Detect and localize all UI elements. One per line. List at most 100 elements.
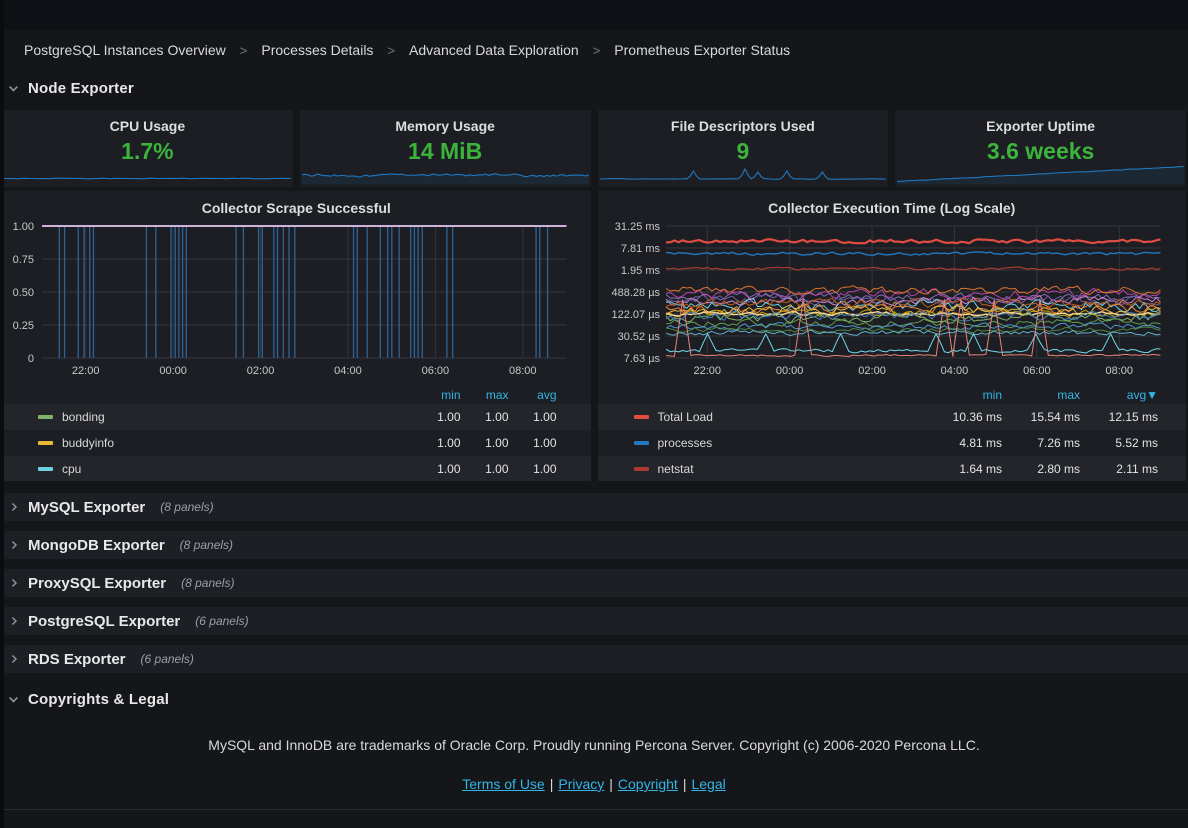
legend-row: cpu 1.00 1.00 1.00 (2, 456, 591, 481)
svg-text:08:00: 08:00 (509, 365, 537, 377)
stat-sparkline (301, 173, 589, 184)
breadcrumb-item[interactable]: Advanced Data Exploration (409, 42, 579, 58)
breadcrumb-separator-icon: > (239, 42, 248, 58)
stat-panels-row: CPU Usage 1.7% Memory Usage 14 MiB File … (2, 110, 1186, 187)
legend-value-max: 15.54 ms (1030, 410, 1080, 424)
chevron-right-icon (9, 540, 19, 550)
time-series-chart[interactable]: 22:00 00:00 02:00 04:00 06:00 08:00 1.00 0.75 0.… (2, 218, 591, 380)
stat-panel: CPU Usage 1.7% (2, 110, 293, 187)
stat-sparkline (599, 167, 887, 180)
stat-panel-title[interactable]: File Descriptors Used (670, 118, 815, 134)
chevron-right-icon (9, 502, 19, 512)
legend-sort-header-min[interactable]: min (441, 388, 461, 402)
left-edge-strip (0, 0, 4, 828)
legend-sort-header-max[interactable]: max (1057, 388, 1080, 402)
svg-text:08:00: 08:00 (1105, 365, 1133, 377)
legend-sort-header-max[interactable]: max (485, 388, 509, 402)
svg-text:7.63 µs: 7.63 µs (623, 353, 660, 365)
stat-value: 3.6 weeks (986, 138, 1095, 164)
legend-row: netstat 1.64 ms 2.80 ms 2.11 ms (598, 456, 1187, 481)
dashboard-row-collapsed[interactable]: RDS Exporter (6 panels) (0, 645, 1188, 673)
legend-sort-header-avg[interactable]: avg▼ (1126, 388, 1158, 402)
dashboard-row-collapsed[interactable]: ProxySQL Exporter (8 panels) (0, 569, 1188, 597)
legal-link[interactable]: Terms of Use (462, 776, 545, 792)
legal-link[interactable]: Legal (691, 776, 726, 792)
series-color-swatch-icon (38, 441, 53, 445)
graph-panel-title[interactable]: Collector Execution Time (Log Scale) (768, 200, 1016, 216)
legal-link[interactable]: Copyright (617, 776, 678, 792)
stat-sparkline (897, 165, 1184, 184)
stat-panel-title[interactable]: Memory Usage (395, 118, 495, 134)
svg-text:22:00: 22:00 (693, 365, 721, 377)
legend-value-min: 1.64 ms (959, 462, 1002, 476)
chevron-right-icon (9, 654, 19, 664)
series-color-swatch-icon (38, 415, 53, 419)
svg-text:06:00: 06:00 (422, 365, 450, 377)
svg-text:0.25: 0.25 (13, 320, 34, 332)
series-label[interactable]: cpu (62, 462, 82, 476)
row-panel-count: (6 panels) (195, 614, 249, 628)
series-label[interactable]: Total Load (657, 410, 713, 424)
series-label[interactable]: buddyinfo (62, 436, 115, 450)
stat-value: 9 (736, 138, 750, 164)
legend-value-min: 4.81 ms (959, 436, 1002, 450)
legend-value-avg: 1.00 (533, 436, 557, 450)
chevron-down-icon (8, 83, 19, 94)
bottom-divider (0, 809, 1188, 810)
legend-value-avg: 1.00 (533, 410, 557, 424)
row-title: RDS Exporter (28, 650, 126, 668)
graph-panel-title[interactable]: Collector Scrape Successful (201, 200, 391, 216)
dashboard-row-collapsed[interactable]: MySQL Exporter (8 panels) (0, 493, 1188, 521)
legend-header: min max avg▼ (598, 386, 1187, 404)
breadcrumb-item[interactable]: PostgreSQL Instances Overview (24, 42, 226, 58)
breadcrumb: PostgreSQL Instances Overview > Processes … (0, 30, 1188, 70)
legend-value-max: 1.00 (485, 410, 509, 424)
svg-text:22:00: 22:00 (72, 365, 100, 377)
svg-text:0.75: 0.75 (13, 254, 34, 266)
section-title: Copyrights & Legal (28, 690, 170, 708)
legend-value-avg: 1.00 (533, 462, 557, 476)
legend-value-min: 1.00 (437, 410, 461, 424)
chevron-right-icon (9, 578, 19, 588)
series-color-swatch-icon (633, 441, 649, 445)
row-panel-count: (6 panels) (140, 652, 194, 666)
series-label[interactable]: bonding (62, 410, 105, 424)
row-panel-count: (8 panels) (179, 538, 234, 552)
legend-sort-header-min[interactable]: min (982, 388, 1002, 402)
legend-sort-header-avg[interactable]: avg (537, 388, 557, 402)
svg-text:30.52 µs: 30.52 µs (617, 331, 660, 343)
legend-value-max: 2.80 ms (1037, 462, 1080, 476)
row-title: PostgreSQL Exporter (28, 612, 181, 630)
graph-panels-row: Collector Scrape Successful 22:00 00:00 02… (2, 191, 1186, 481)
series-label[interactable]: netstat (657, 462, 694, 476)
legend-value-max: 1.00 (485, 462, 509, 476)
svg-text:02:00: 02:00 (858, 365, 886, 377)
row-panel-count: (8 panels) (160, 500, 214, 514)
legal-link[interactable]: Privacy (558, 776, 605, 792)
link-separator: | (549, 776, 554, 792)
stat-panel-title[interactable]: Exporter Uptime (986, 118, 1096, 134)
breadcrumb-item[interactable]: Prometheus Exporter Status (614, 42, 791, 58)
stat-panel-title[interactable]: CPU Usage (109, 118, 186, 134)
svg-text:0: 0 (28, 353, 34, 365)
legend-row: Total Load 10.36 ms 15.54 ms 12.15 ms (598, 404, 1187, 430)
svg-text:06:00: 06:00 (1023, 365, 1051, 377)
row-title: MySQL Exporter (28, 498, 146, 516)
stat-value: 14 MiB (408, 138, 483, 164)
section-row-node-exporter[interactable]: Node Exporter (8, 76, 1188, 100)
graph-panel: Collector Execution Time (Log Scale) 22:… (597, 191, 1187, 481)
breadcrumb-separator-icon: > (592, 42, 601, 58)
legend-value-min: 1.00 (437, 436, 461, 450)
svg-text:488.28 µs: 488.28 µs (611, 287, 660, 299)
link-separator: | (682, 776, 687, 792)
dashboard-row-collapsed[interactable]: MongoDB Exporter (8 panels) (0, 531, 1188, 559)
breadcrumb-item[interactable]: Processes Details (261, 42, 374, 58)
series-label[interactable]: processes (657, 436, 713, 450)
svg-text:04:00: 04:00 (940, 365, 968, 377)
stat-sparkline (4, 177, 291, 180)
dashboard-row-collapsed[interactable]: PostgreSQL Exporter (6 panels) (0, 607, 1188, 635)
section-row-copyrights[interactable]: Copyrights & Legal (8, 687, 1188, 711)
time-series-chart[interactable]: 22:00 00:00 02:00 04:00 06:00 08:00 31.25 ms 7.… (598, 218, 1187, 380)
stat-panel: Memory Usage 14 MiB (299, 110, 591, 187)
svg-text:00:00: 00:00 (159, 365, 187, 377)
